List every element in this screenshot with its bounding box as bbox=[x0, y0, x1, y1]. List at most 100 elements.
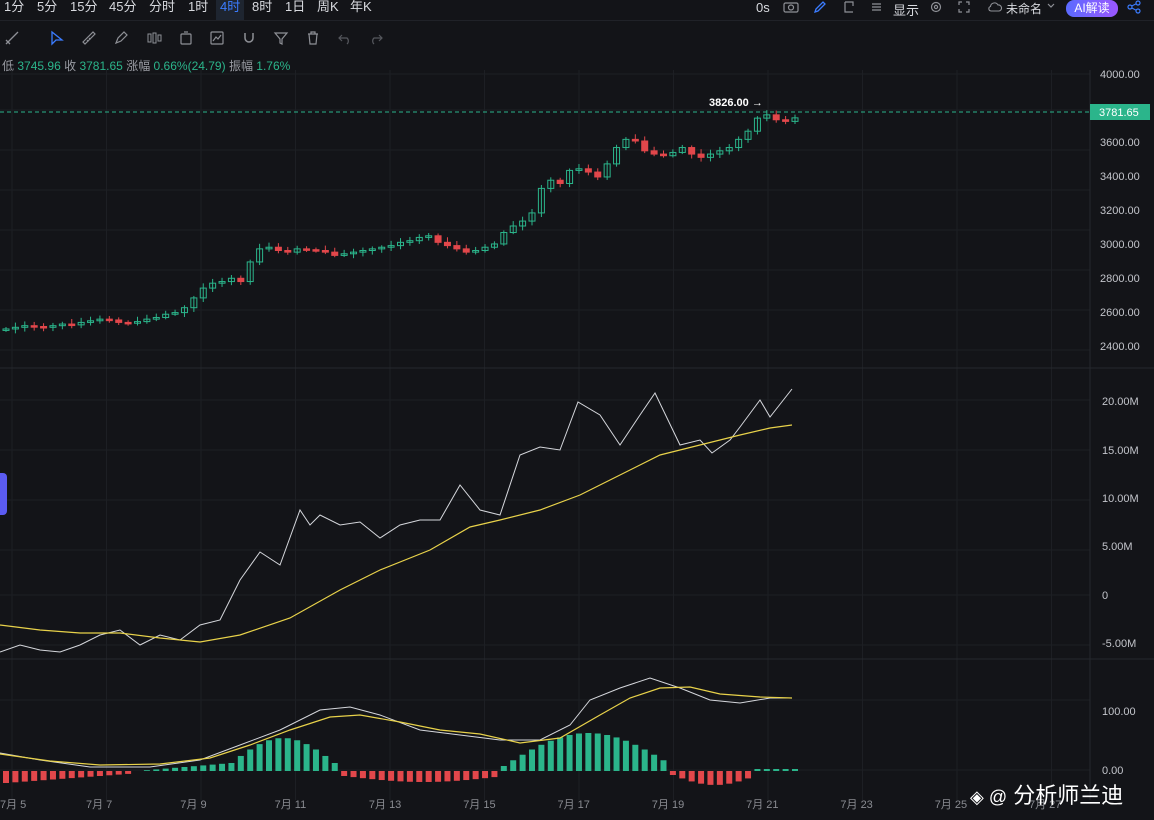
candlestick-icon[interactable] bbox=[145, 29, 163, 47]
candle-up bbox=[509, 225, 517, 234]
candle-up bbox=[669, 151, 677, 157]
change-label: 涨幅 bbox=[126, 59, 151, 73]
redo-icon[interactable] bbox=[367, 29, 385, 47]
macd-bar-up bbox=[219, 763, 226, 771]
price-chart[interactable]: 4000.00 3600.00 3400.00 3200.00 3000.00 2800.… bbox=[0, 70, 1154, 820]
candle-up bbox=[575, 168, 583, 171]
macd-bar-down bbox=[31, 771, 38, 781]
timeframe-45m[interactable]: 45分 bbox=[109, 0, 137, 14]
timeframe-8h[interactable]: 8时 bbox=[252, 0, 273, 14]
macd-bar-down bbox=[369, 771, 376, 780]
candle-up bbox=[359, 250, 367, 253]
macd-bar-down bbox=[679, 771, 686, 779]
date-tick: 7月 23 bbox=[840, 799, 872, 811]
candle-up bbox=[472, 250, 480, 253]
settings-icon[interactable] bbox=[929, 0, 943, 20]
candle-up bbox=[11, 326, 19, 330]
side-panel-handle[interactable] bbox=[0, 473, 7, 515]
candle-down bbox=[274, 246, 282, 252]
macd-bar-up bbox=[641, 749, 648, 771]
ai-interpret-button[interactable]: AI解读 bbox=[1066, 0, 1118, 17]
date-tick: 7月 17 bbox=[558, 799, 590, 811]
timeframe-15m[interactable]: 15分 bbox=[70, 0, 98, 14]
share-icon[interactable] bbox=[1126, 0, 1142, 20]
candle-up bbox=[96, 318, 104, 322]
candle-down bbox=[443, 241, 451, 247]
macd-bar-up bbox=[172, 767, 179, 771]
timeframe-4h[interactable]: 4时 bbox=[216, 0, 245, 20]
timeframe-year[interactable]: 年K bbox=[350, 0, 372, 14]
macd-bar-up bbox=[575, 733, 582, 771]
date-tick: 7月 5 bbox=[0, 799, 26, 811]
macd-bar-up bbox=[538, 744, 545, 771]
macd-bar-down bbox=[416, 771, 423, 782]
cloud-icon[interactable] bbox=[987, 0, 1003, 20]
menu-icon[interactable] bbox=[869, 0, 883, 20]
ruler-icon[interactable] bbox=[80, 29, 98, 47]
fullscreen-icon[interactable] bbox=[957, 0, 971, 20]
candle-up bbox=[77, 321, 85, 326]
macd-bar-down bbox=[388, 771, 395, 781]
candle-up bbox=[763, 114, 771, 119]
display-button[interactable]: 显示 bbox=[893, 3, 920, 18]
macd-bar-down bbox=[106, 771, 113, 776]
macd-bar-down bbox=[669, 771, 676, 775]
brush-icon[interactable] bbox=[112, 29, 130, 47]
macd-bar-up bbox=[773, 769, 780, 771]
macd-tick: 100.00 bbox=[1102, 706, 1136, 718]
macd-bar-down bbox=[359, 771, 366, 779]
camera-icon[interactable] bbox=[783, 0, 799, 20]
volume-tick: 0 bbox=[1102, 590, 1108, 602]
select-icon[interactable] bbox=[48, 29, 66, 47]
macd-bar-down bbox=[49, 771, 56, 780]
indicator-icon[interactable] bbox=[208, 29, 226, 47]
macd-bar-up bbox=[660, 760, 667, 771]
timeframe-1d[interactable]: 1日 bbox=[285, 0, 306, 14]
timeframe-1h[interactable]: 1时 bbox=[188, 0, 209, 14]
draw-pen-icon[interactable] bbox=[812, 0, 828, 20]
candle-up bbox=[387, 245, 395, 248]
candle-up bbox=[519, 220, 527, 227]
timeframe-week[interactable]: 周K bbox=[317, 0, 339, 14]
candle-down bbox=[584, 168, 592, 173]
macd-bar-up bbox=[529, 749, 535, 771]
macd-bar-down bbox=[378, 771, 385, 781]
macd-bar-down bbox=[435, 771, 442, 782]
timeframe-5m[interactable]: 5分 bbox=[37, 0, 58, 14]
candle-up bbox=[613, 147, 621, 165]
layout-name[interactable]: 未命名 bbox=[1006, 2, 1043, 16]
candle-down bbox=[434, 235, 442, 243]
macd-bar-up bbox=[782, 769, 789, 771]
macd-bar-up bbox=[754, 769, 761, 771]
draw-tools-icon[interactable] bbox=[3, 29, 21, 47]
macd-bar-up bbox=[622, 740, 629, 771]
macd-bar-up bbox=[613, 737, 620, 771]
macd-bar-up bbox=[312, 749, 319, 771]
timer-icon[interactable] bbox=[177, 29, 195, 47]
candle-up bbox=[678, 147, 686, 153]
trash-icon[interactable] bbox=[304, 29, 322, 47]
candle-down bbox=[697, 153, 705, 158]
macd-bar-up bbox=[604, 734, 611, 771]
candle-down bbox=[650, 150, 658, 155]
candle-up bbox=[350, 251, 358, 255]
chevron-down-icon[interactable] bbox=[1046, 0, 1056, 20]
export-icon[interactable] bbox=[842, 0, 858, 20]
timeframe-1m[interactable]: 1分 bbox=[4, 0, 25, 14]
macd-bar-up bbox=[651, 754, 658, 771]
magnet-icon[interactable] bbox=[240, 29, 258, 47]
date-tick: 7月 11 bbox=[275, 799, 307, 811]
filter-icon[interactable] bbox=[272, 29, 290, 47]
drawing-toolbar bbox=[0, 20, 1154, 57]
timeframe-intraday[interactable]: 分时 bbox=[149, 0, 176, 14]
date-tick: 7月 15 bbox=[463, 799, 495, 811]
macd-bar-down bbox=[68, 771, 75, 779]
macd-bar-down bbox=[425, 771, 432, 782]
candle-down bbox=[631, 138, 639, 142]
candle-down bbox=[772, 114, 780, 121]
candle-down bbox=[453, 245, 461, 250]
macd-bar-up bbox=[284, 738, 291, 771]
undo-icon[interactable] bbox=[336, 29, 354, 47]
candle-up bbox=[87, 320, 95, 323]
candle-up bbox=[406, 240, 414, 243]
